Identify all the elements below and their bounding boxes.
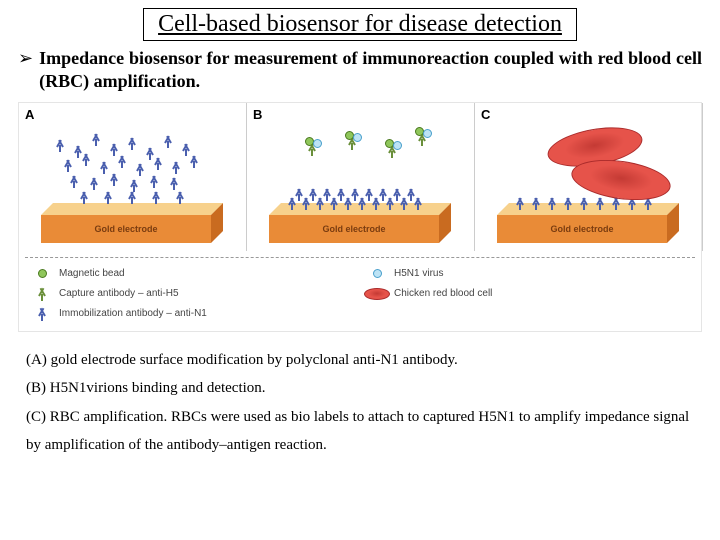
bullet-item: ➢ Impedance biosensor for measurement of… bbox=[18, 47, 702, 94]
legend-label: Chicken red blood cell bbox=[394, 288, 492, 299]
antibody-icon bbox=[350, 188, 360, 201]
antibody-icon bbox=[406, 188, 416, 201]
antibody-icon bbox=[81, 153, 91, 166]
antibody-icon bbox=[63, 159, 73, 172]
legend-immob-icon bbox=[25, 306, 59, 322]
antibody-icon bbox=[79, 191, 89, 204]
antibody-icon bbox=[294, 188, 304, 201]
antibody-icon bbox=[308, 188, 318, 201]
caption-c: (C) RBC amplification. RBCs were used as… bbox=[26, 403, 694, 460]
antibody-icon bbox=[99, 161, 109, 174]
gold-electrode: Gold electrode bbox=[39, 203, 224, 243]
antibody-icon bbox=[322, 188, 332, 201]
diagram-figure: A Gold electrode B Gold electrode C Gold… bbox=[18, 102, 702, 332]
caption-a: (A) gold electrode surface modification … bbox=[26, 346, 694, 375]
antibody-icon bbox=[595, 197, 605, 210]
legend-virus-icon bbox=[360, 266, 394, 282]
panel-label-a: A bbox=[25, 107, 34, 122]
antibody-icon bbox=[91, 133, 101, 146]
bullet-text: Impedance biosensor for measurement of i… bbox=[39, 47, 702, 94]
antibody-icon bbox=[547, 197, 557, 210]
legend-item: Magnetic bead bbox=[25, 264, 360, 284]
antibody-icon bbox=[563, 197, 573, 210]
panel-label-b: B bbox=[253, 107, 262, 122]
antibody-icon bbox=[378, 188, 388, 201]
antibody-icon bbox=[171, 161, 181, 174]
antibody-icon bbox=[531, 197, 541, 210]
antibody-icon bbox=[127, 191, 137, 204]
antibody-icon bbox=[392, 188, 402, 201]
legend-label: Capture antibody – anti-H5 bbox=[59, 288, 179, 299]
antibody-icon bbox=[175, 191, 185, 204]
antibody-icon bbox=[153, 157, 163, 170]
antibody-icon bbox=[169, 177, 179, 190]
antibody-complex bbox=[307, 143, 317, 156]
antibody-icon bbox=[579, 197, 589, 210]
legend-item: Chicken red blood cell bbox=[360, 284, 695, 304]
antibody-icon bbox=[364, 188, 374, 201]
panel-label-c: C bbox=[481, 107, 490, 122]
bullet-marker: ➢ bbox=[18, 47, 33, 70]
antibody-icon bbox=[117, 155, 127, 168]
antibody-icon bbox=[69, 175, 79, 188]
antibody-icon bbox=[189, 155, 199, 168]
captions: (A) gold electrode surface modification … bbox=[18, 346, 702, 460]
antibody-icon bbox=[127, 137, 137, 150]
antibody-icon bbox=[89, 177, 99, 190]
legend: Magnetic bead Capture antibody – anti-H5 I… bbox=[25, 257, 695, 324]
antibody-icon bbox=[149, 175, 159, 188]
antibody-complex bbox=[347, 137, 357, 150]
legend-label: Immobilization antibody – anti-N1 bbox=[59, 308, 207, 319]
legend-item: Immobilization antibody – anti-N1 bbox=[25, 304, 360, 324]
antibody-icon bbox=[135, 163, 145, 176]
legend-capture-icon bbox=[25, 286, 59, 302]
legend-label: Magnetic bead bbox=[59, 268, 125, 279]
caption-b: (B) H5N1virions binding and detection. bbox=[26, 374, 694, 403]
legend-item: H5N1 virus bbox=[360, 264, 695, 284]
antibody-complex bbox=[417, 133, 427, 146]
antibody-icon bbox=[515, 197, 525, 210]
antibody-icon bbox=[163, 135, 173, 148]
page-title: Cell-based biosensor for disease detecti… bbox=[143, 8, 577, 41]
legend-bead-icon bbox=[25, 266, 59, 282]
antibody-icon bbox=[109, 173, 119, 186]
antibody-icon bbox=[336, 188, 346, 201]
legend-rbc-icon bbox=[360, 286, 394, 302]
antibody-icon bbox=[103, 191, 113, 204]
antibody-icon bbox=[55, 139, 65, 152]
legend-label: H5N1 virus bbox=[394, 268, 443, 279]
antibody-complex bbox=[387, 145, 397, 158]
antibody-icon bbox=[151, 191, 161, 204]
legend-item: Capture antibody – anti-H5 bbox=[25, 284, 360, 304]
